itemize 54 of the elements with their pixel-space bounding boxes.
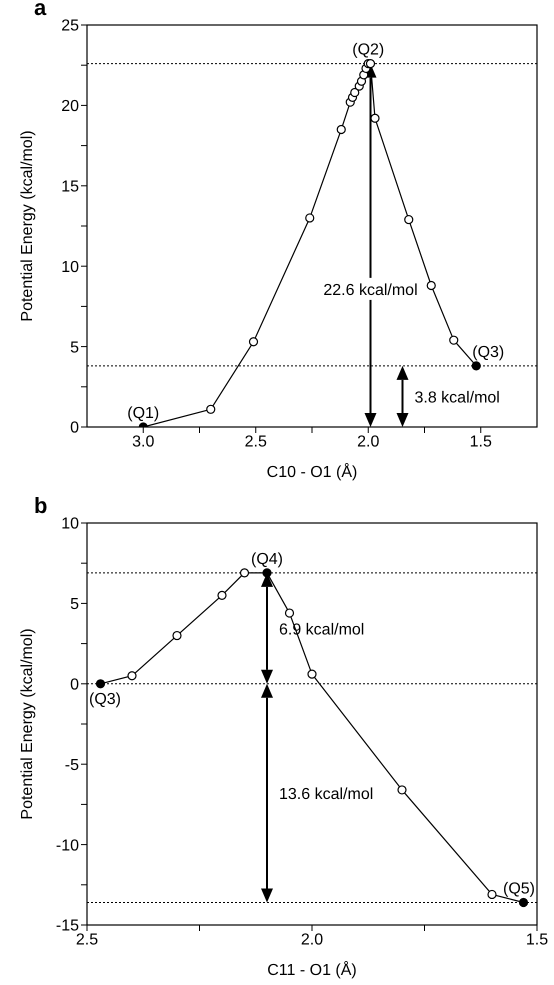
x-tick-label: 2.5 <box>244 433 267 450</box>
x-tick-label: 2.0 <box>300 931 324 948</box>
data-label: (Q3) <box>472 344 504 361</box>
point <box>397 785 407 795</box>
point <box>217 590 227 600</box>
y-tick-label: 10 <box>61 516 80 533</box>
y-tick-label: 20 <box>61 98 80 116</box>
y-tick-label: -5 <box>64 756 80 774</box>
x-tick-label: 2.0 <box>357 433 380 450</box>
y-tick-label: 5 <box>70 339 80 356</box>
x-tick-label: 1.5 <box>470 433 492 450</box>
point <box>96 679 106 688</box>
y-tick-label: -10 <box>56 837 80 854</box>
y-tick-label: 15 <box>61 178 80 196</box>
point <box>305 213 314 223</box>
y-tick-label: 10 <box>61 258 80 276</box>
y-tick-label: 0 <box>70 676 80 694</box>
chart-title: a <box>34 0 46 21</box>
point <box>206 404 216 414</box>
point <box>262 568 272 578</box>
annotation: 3.8 kcal/mol <box>414 389 500 406</box>
point <box>366 58 376 68</box>
point <box>449 336 458 345</box>
point <box>240 568 250 578</box>
data-label: (Q3) <box>89 690 121 708</box>
point <box>487 890 497 900</box>
data-label: (Q2) <box>352 42 384 59</box>
point <box>336 124 346 134</box>
point <box>127 671 137 680</box>
x-tick-label: 3.0 <box>132 433 154 450</box>
point <box>350 88 360 98</box>
annotation: 13.6 kcal/mol <box>279 786 374 804</box>
point <box>248 337 258 346</box>
x-axis-title: C11 - O1 (Å) <box>267 961 357 979</box>
y-axis-title: Potential Energy (kcal/mol) <box>19 628 36 820</box>
point <box>472 361 481 370</box>
data-label: (Q1) <box>127 405 160 422</box>
point <box>426 280 436 290</box>
point <box>370 114 380 123</box>
point <box>172 630 182 640</box>
y-tick-label: 0 <box>70 420 80 437</box>
annotation: 22.6 kcal/mol <box>323 282 418 299</box>
data-label: (Q5) <box>503 880 535 898</box>
y-tick-label: 5 <box>70 596 80 614</box>
x-axis-title: C10 - O1 (Å) <box>266 463 358 481</box>
point <box>518 898 528 908</box>
y-tick-label: 25 <box>61 18 80 35</box>
point <box>307 670 317 679</box>
point <box>404 214 414 224</box>
point <box>284 608 294 618</box>
chart-title: b <box>34 493 48 519</box>
data-label: (Q4) <box>251 550 283 568</box>
y-axis-title: Potential Energy (kcal/mol) <box>19 130 36 322</box>
x-tick-label: 1.5 <box>526 931 548 948</box>
